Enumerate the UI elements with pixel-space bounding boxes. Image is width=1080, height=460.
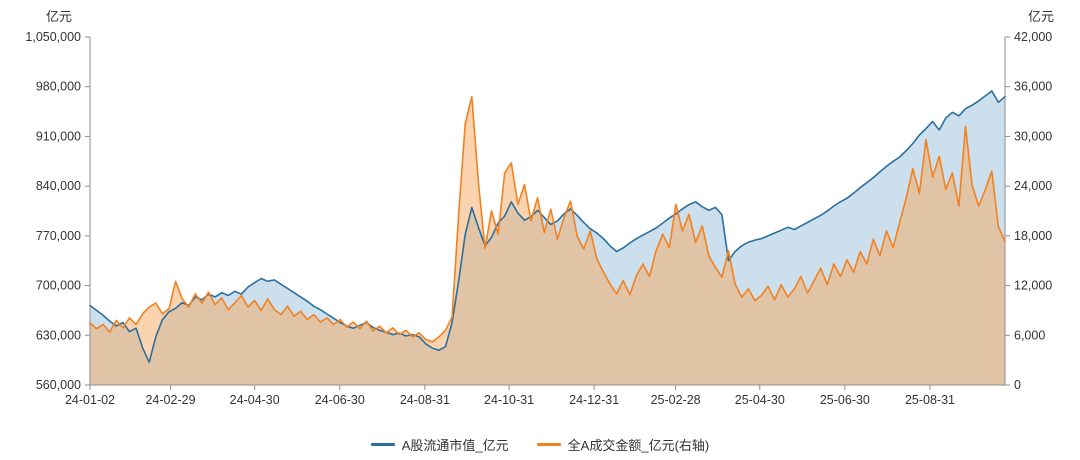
legend-label-turnover: 全A成交金额_亿元(右轴) — [567, 438, 710, 453]
x-tick-label: 24-08-31 — [400, 393, 450, 407]
x-tick-label: 24-10-31 — [484, 393, 534, 407]
legend-label-market-cap: A股流通市值_亿元 — [401, 438, 509, 453]
left-tick-label: 1,050,000 — [25, 30, 81, 44]
left-tick-label: 910,000 — [36, 129, 81, 143]
chart-legend: A股流通市值_亿元 全A成交金额_亿元(右轴) — [0, 435, 1080, 454]
legend-swatch-turnover — [536, 443, 561, 446]
legend-item-turnover[interactable]: 全A成交金额_亿元(右轴) — [536, 435, 710, 454]
left-tick-label: 630,000 — [36, 328, 81, 342]
left-axis-unit-label: 亿元 — [46, 9, 73, 24]
x-tick-label: 25-08-31 — [905, 393, 955, 407]
series-line-1 — [89, 95, 1006, 343]
x-tick-label: 24-01-02 — [65, 393, 115, 407]
left-tick-label: 840,000 — [36, 179, 81, 193]
x-tick-label: 25-02-28 — [651, 393, 701, 407]
left-tick-label: 980,000 — [36, 80, 81, 94]
chart-svg: 1,050,000 980,000 910,000 840,000 770,000 700… — [25, 30, 1052, 407]
x-tick-label: 24-06-30 — [315, 393, 365, 407]
left-tick-label: 560,000 — [36, 378, 81, 392]
right-tick-label: 0 — [1014, 378, 1021, 392]
x-tick-label: 25-04-30 — [735, 393, 785, 407]
series-area-1 — [90, 96, 1005, 385]
right-tick-label: 12,000 — [1014, 279, 1052, 293]
right-tick-label: 42,000 — [1014, 30, 1052, 44]
right-tick-label: 36,000 — [1014, 80, 1052, 94]
left-tick-label: 700,000 — [36, 279, 81, 293]
right-tick-label: 24,000 — [1014, 179, 1052, 193]
right-tick-label: 6,000 — [1014, 328, 1045, 342]
right-tick-label: 30,000 — [1014, 129, 1052, 143]
right-axis-unit-label: 亿元 — [1027, 9, 1054, 24]
left-tick-label: 770,000 — [36, 229, 81, 243]
x-tick-label: 24-04-30 — [230, 393, 280, 407]
legend-swatch-market-cap — [370, 443, 395, 446]
legend-item-market-cap[interactable]: A股流通市值_亿元 — [370, 435, 509, 454]
x-tick-label: 24-12-31 — [569, 393, 619, 407]
x-tick-label: 24-02-29 — [145, 393, 195, 407]
right-tick-label: 18,000 — [1014, 229, 1052, 243]
x-tick-label: 25-06-30 — [820, 393, 870, 407]
